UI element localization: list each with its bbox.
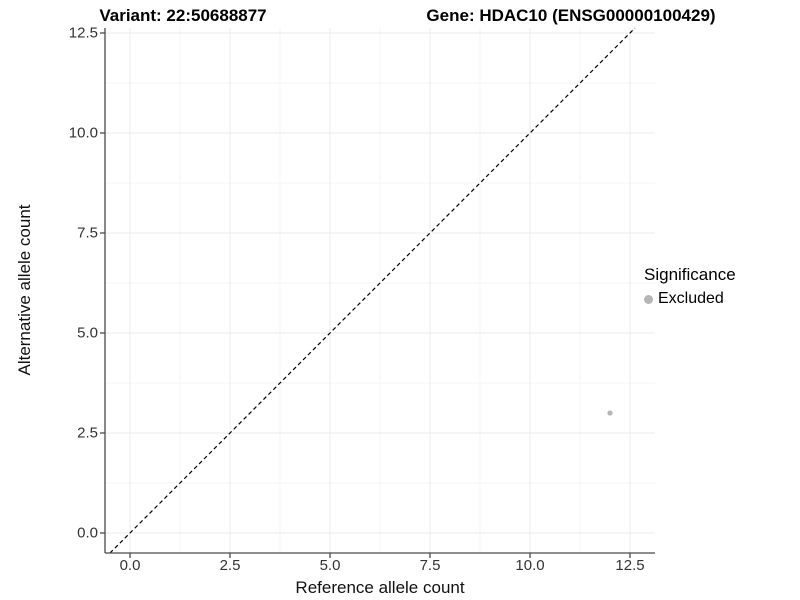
x-tick-label: 12.5 xyxy=(615,557,645,574)
legend-point-icon xyxy=(644,294,653,304)
y-tick-label: 5.0 xyxy=(77,324,98,342)
plot-title-gene: Gene: HDAC10 (ENSG00000100429) xyxy=(426,6,716,25)
legend-item-label: Excluded xyxy=(658,290,724,307)
legend: Significance Excluded xyxy=(644,265,736,308)
x-tick-label: 2.5 xyxy=(219,557,241,574)
y-tick-label: 12.5 xyxy=(68,24,98,42)
legend-item-excluded: Excluded xyxy=(644,290,736,308)
plot-title-variant: Variant: 22:50688877 xyxy=(99,6,267,25)
data-point-excluded xyxy=(607,410,613,416)
legend-title: Significance xyxy=(644,265,736,284)
x-axis-label: Reference allele count xyxy=(295,578,465,597)
x-tick-label: 10.0 xyxy=(515,557,545,574)
y-tick-label: 10.0 xyxy=(68,124,98,142)
y-tick-label: 2.5 xyxy=(77,424,98,442)
y-axis-label: Alternative allele count xyxy=(15,204,34,376)
x-tick-label: 7.5 xyxy=(419,557,441,574)
y-tick-label: 0.0 xyxy=(77,524,98,542)
identity-line xyxy=(109,27,636,554)
x-tick-label: 5.0 xyxy=(319,557,341,574)
y-tick-label: 7.5 xyxy=(77,224,98,242)
x-tick-label: 0.0 xyxy=(119,557,141,574)
